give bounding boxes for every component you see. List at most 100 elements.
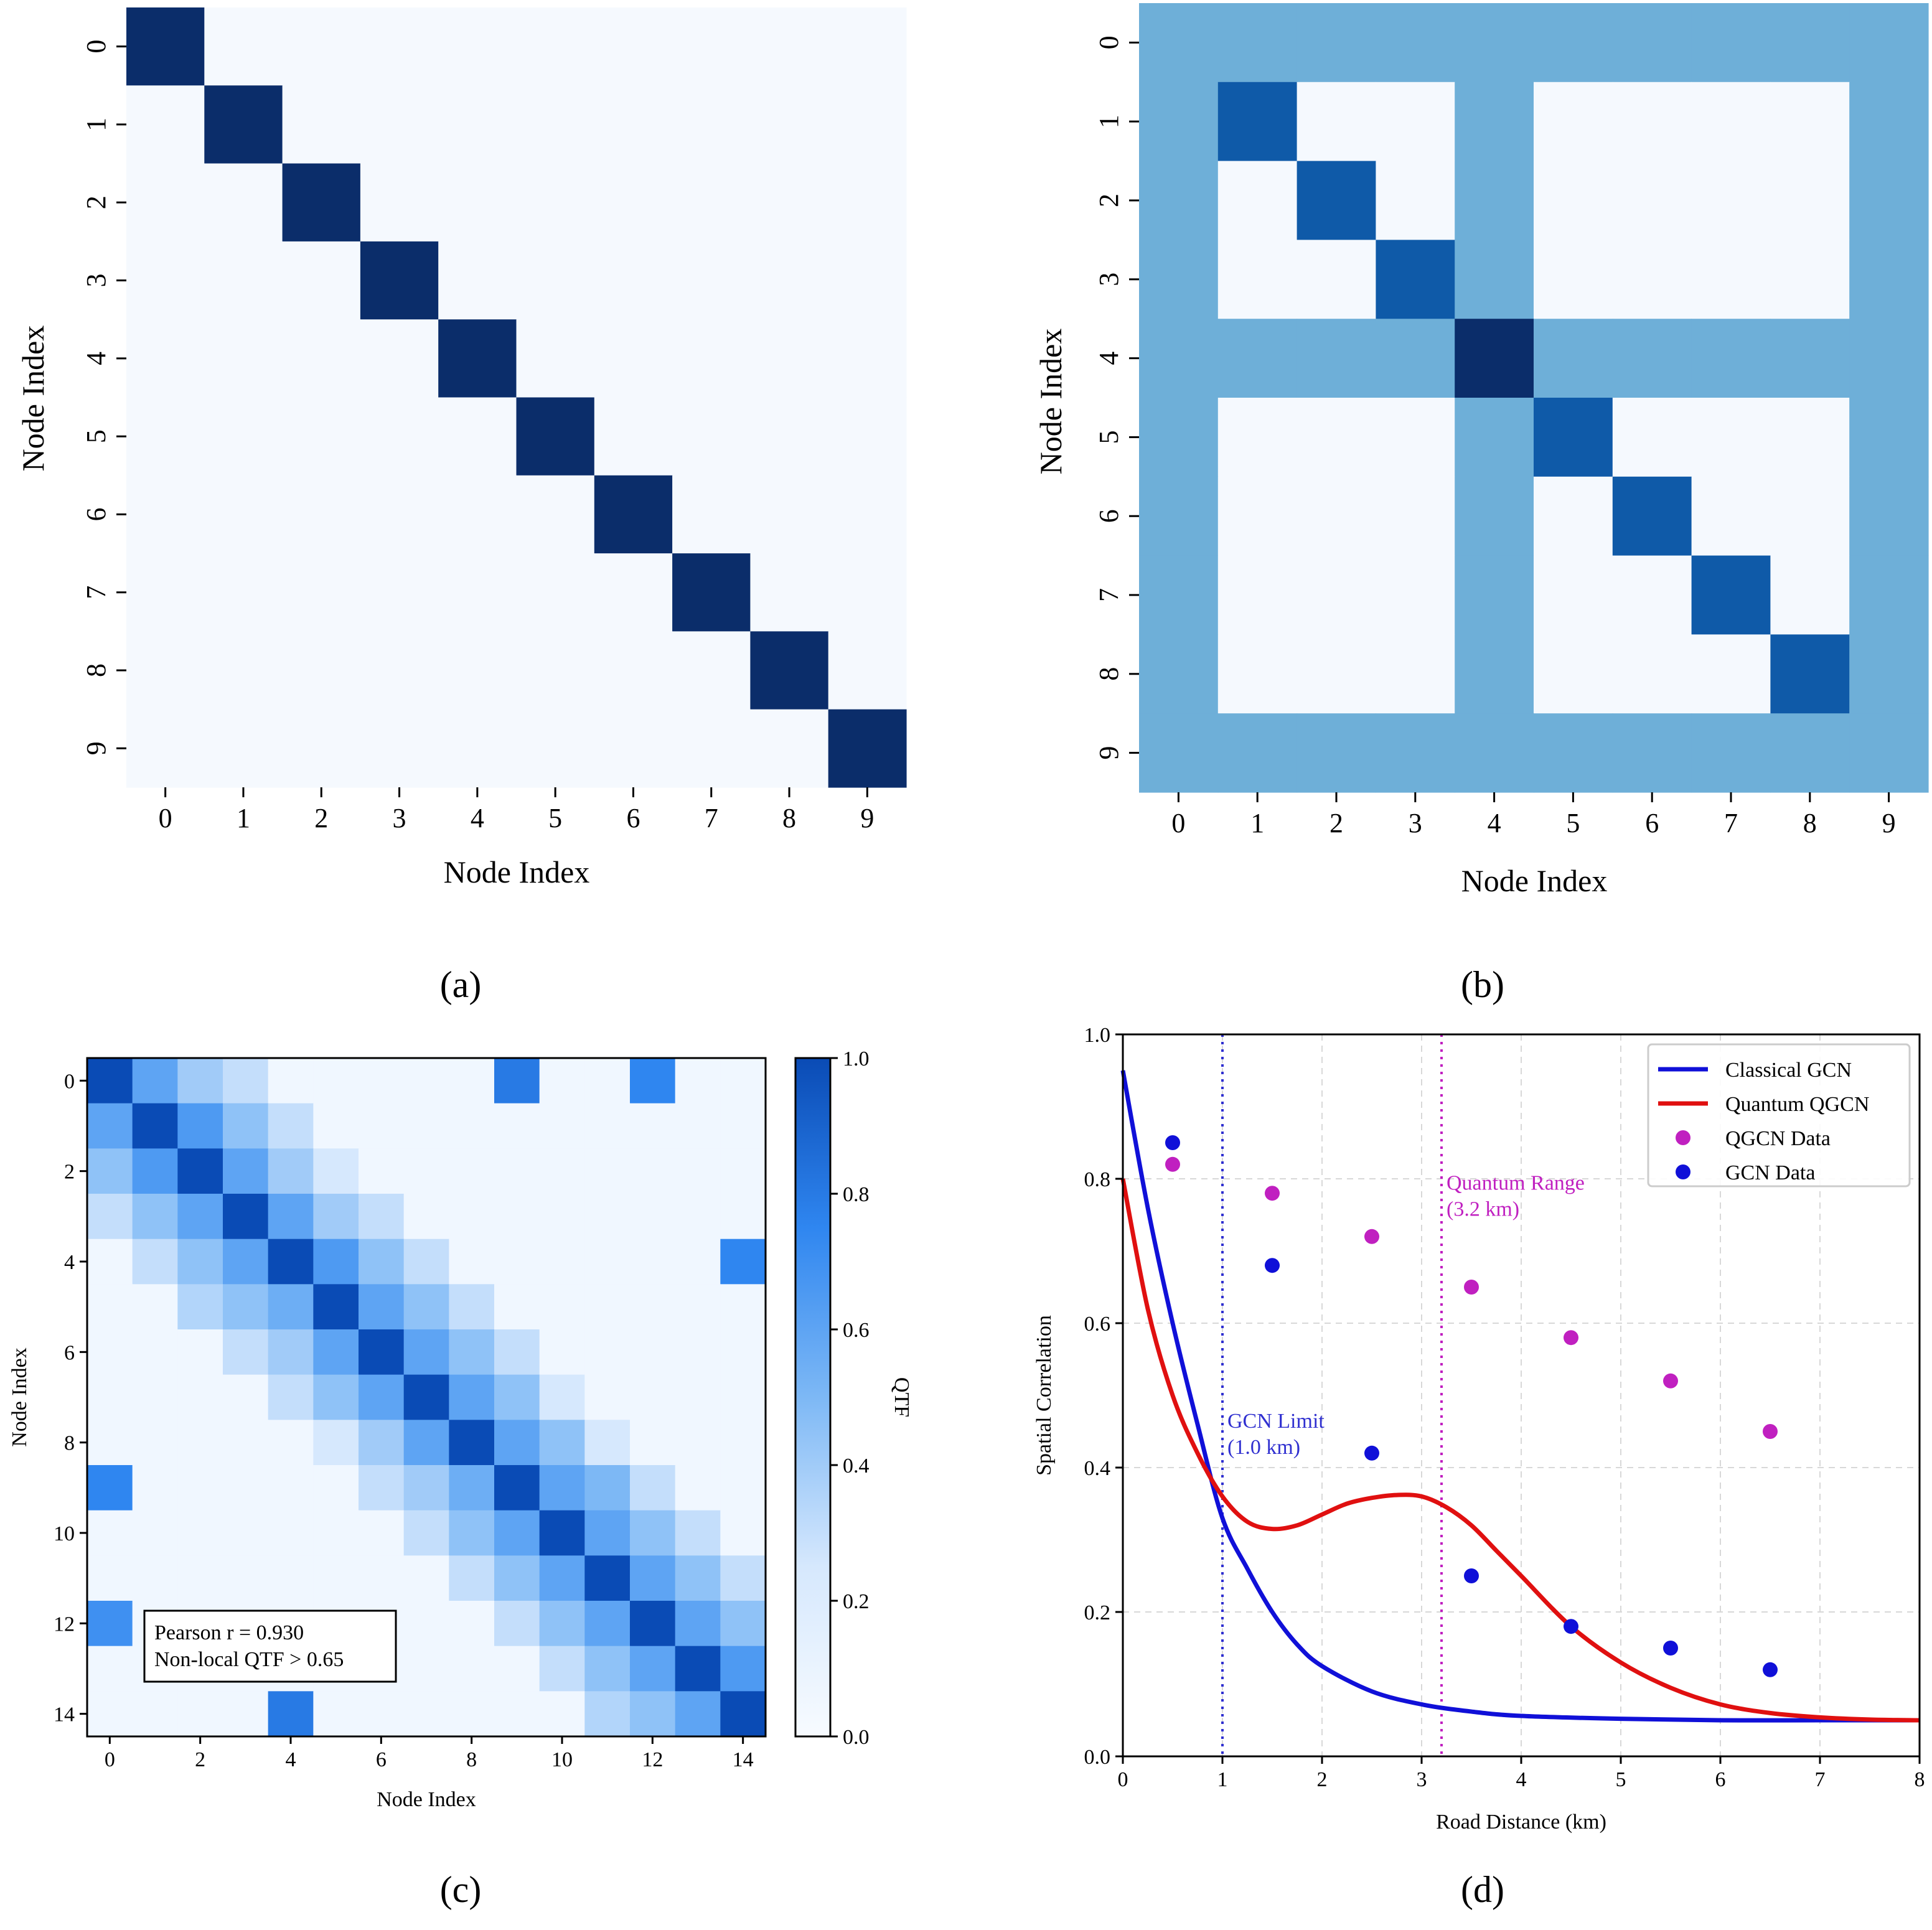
cell-r8-c2 <box>177 1420 223 1466</box>
cell-r6-c9 <box>828 475 907 554</box>
cell-r8-c6 <box>359 1420 405 1466</box>
cell-r7-c6 <box>359 1374 405 1420</box>
cell-r10-c2 <box>177 1510 223 1556</box>
cell-r8-c5 <box>313 1420 359 1466</box>
panel-b-x-ticks: 0 1 2 3 4 5 6 7 8 9 <box>1171 792 1896 838</box>
cell-r5-c7 <box>403 1284 449 1330</box>
series-point-2-0 <box>1165 1156 1180 1172</box>
cell-r10-c3 <box>223 1510 269 1556</box>
y-tick-label: 2 <box>81 195 111 209</box>
panel-c-cells <box>87 1058 766 1737</box>
cell-r14-c5 <box>313 1691 359 1737</box>
cell-r3-c3 <box>360 241 439 320</box>
cell-r13-c8 <box>449 1646 495 1692</box>
cell-r7-c9 <box>1849 555 1929 635</box>
cell-r3-c5 <box>313 1194 359 1240</box>
cell-r0-c13 <box>675 1058 721 1104</box>
cell-r1-c3 <box>360 85 439 164</box>
cell-r9-c9 <box>828 709 907 788</box>
cell-r13-c0 <box>87 1646 133 1692</box>
cell-r8-c4 <box>438 631 517 710</box>
y-tick-label: 10 <box>54 1522 75 1545</box>
cell-r2-c0 <box>126 163 205 242</box>
cell-r14-c12 <box>630 1691 676 1737</box>
cell-r5-c13 <box>675 1284 721 1330</box>
panel-tag-d: (d) <box>1461 1869 1504 1910</box>
cell-r1-c4 <box>268 1103 314 1149</box>
cell-r0-c4 <box>268 1058 314 1104</box>
panel-c-colorbar-ticks: 0.0 0.2 0.4 0.6 0.8 1.0 <box>830 1047 870 1749</box>
x-tick-label: 1 <box>1250 808 1264 838</box>
cell-r2-c5 <box>313 1148 359 1194</box>
cell-r6-c0 <box>1139 476 1219 556</box>
y-tick-label: 3 <box>81 274 111 288</box>
y-tick-label: 1 <box>1094 115 1124 128</box>
cell-r4-c6 <box>1612 319 1692 398</box>
cell-r8-c9 <box>1849 634 1929 714</box>
y-tick-label: 0.6 <box>1084 1313 1111 1336</box>
cell-r3-c5 <box>516 241 595 320</box>
cell-r13-c10 <box>539 1646 585 1692</box>
y-tick-label: 0 <box>1094 35 1124 49</box>
cell-r10-c8 <box>449 1510 495 1556</box>
cell-r9-c0 <box>87 1465 133 1511</box>
cell-r7-c4 <box>438 553 517 632</box>
cell-r11-c9 <box>494 1555 540 1601</box>
cell-r8-c1 <box>204 631 283 710</box>
cell-r5-c3 <box>1376 398 1455 477</box>
x-tick-label: 6 <box>626 803 640 833</box>
cell-r4-c8 <box>1770 319 1850 398</box>
cell-r1-c3 <box>223 1103 269 1149</box>
cell-r5-c2 <box>282 397 361 476</box>
panel-tag-c: (c) <box>440 1869 482 1910</box>
cell-r6-c6 <box>1612 476 1692 556</box>
cell-r1-c7 <box>672 85 751 164</box>
cell-r1-c8 <box>449 1103 495 1149</box>
cell-r4-c4 <box>1455 319 1534 398</box>
legend-swatch-3 <box>1676 1164 1690 1179</box>
cell-r7-c0 <box>126 553 205 632</box>
legend-label-0: Classical GCN <box>1725 1059 1852 1082</box>
cell-r1-c2 <box>1297 82 1376 162</box>
cell-r11-c14 <box>720 1555 766 1601</box>
cell-r1-c10 <box>539 1103 585 1149</box>
cell-r1-c1 <box>204 85 283 164</box>
y-tick-label: 7 <box>1094 588 1124 602</box>
cell-r13-c12 <box>630 1646 676 1692</box>
cell-r5-c9 <box>828 397 907 476</box>
cell-r6-c6 <box>359 1329 405 1375</box>
cell-r7-c4 <box>268 1374 314 1420</box>
cell-r6-c4 <box>268 1329 314 1375</box>
y-tick-label: 8 <box>1094 667 1124 681</box>
x-tick-label: 0 <box>1118 1768 1128 1791</box>
panel-d-xlabel: Road Distance (km) <box>1436 1811 1606 1834</box>
cell-r9-c3 <box>1376 713 1455 793</box>
cell-r4-c0 <box>1139 319 1219 398</box>
cell-r1-c6 <box>1612 82 1692 162</box>
cell-r1-c1 <box>1217 82 1298 162</box>
panel-b-heatmap: 0 1 2 3 4 5 6 7 8 9 0 1 2 3 4 5 6 7 8 9 Node Index Node In… <box>1033 3 1929 898</box>
cell-r7-c9 <box>494 1374 540 1420</box>
y-tick-label: 1 <box>81 118 111 131</box>
cell-r14-c4 <box>268 1691 314 1737</box>
y-tick-label: 4 <box>1094 352 1124 365</box>
cell-r5-c1 <box>1217 398 1298 477</box>
cell-r3-c3 <box>1376 240 1455 319</box>
series-point-3-4 <box>1564 1619 1578 1634</box>
panel-a-cells <box>126 7 907 788</box>
panel-c-heatmap: 0 2 4 6 8 10 12 14 0 2 4 6 8 10 12 14 Node Index Node … <box>8 1047 913 1811</box>
cell-r2-c8 <box>449 1148 495 1194</box>
cell-r10-c12 <box>630 1510 676 1556</box>
y-tick-label: 1.0 <box>1084 1024 1111 1047</box>
cell-r11-c8 <box>449 1555 495 1601</box>
cell-r3-c1 <box>132 1194 178 1240</box>
y-tick-label: 6 <box>81 507 111 521</box>
cell-r6-c5 <box>1534 476 1613 556</box>
colorbar-tick-label: 0.6 <box>843 1319 870 1342</box>
cell-r11-c6 <box>359 1555 405 1601</box>
x-tick-label: 0 <box>159 803 172 833</box>
cell-r11-c7 <box>403 1555 449 1601</box>
cell-r6-c2 <box>177 1329 223 1375</box>
cell-r10-c1 <box>132 1510 178 1556</box>
